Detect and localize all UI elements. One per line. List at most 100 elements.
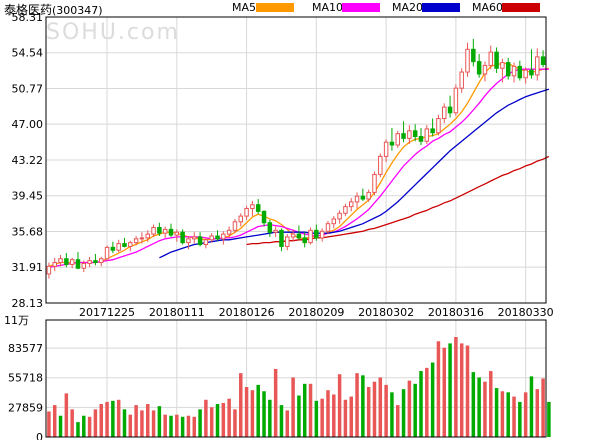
volume-tick-label: 27859 — [8, 401, 43, 414]
candle-body — [104, 246, 110, 260]
candle-body — [69, 259, 75, 265]
volume-bar — [320, 398, 324, 437]
candle-body — [529, 69, 534, 76]
candle-body — [348, 201, 354, 208]
volume-bar — [489, 371, 493, 437]
candle-body — [46, 265, 52, 275]
candle-body — [360, 195, 366, 200]
candle-body — [471, 48, 476, 63]
candle-body — [151, 226, 156, 235]
candle-body — [337, 212, 342, 220]
volume-bar — [407, 380, 412, 437]
price-grid — [46, 16, 546, 304]
candle-body — [64, 258, 69, 265]
volume-bar — [535, 389, 540, 437]
candle-body — [75, 259, 81, 269]
candle-body — [128, 242, 133, 247]
volume-bar — [523, 392, 528, 437]
candle-body — [250, 204, 255, 210]
legend-swatch — [342, 3, 380, 12]
volume-bar — [372, 381, 377, 437]
volume-bar — [105, 401, 109, 437]
date-tick-label: 20180111 — [149, 306, 205, 319]
volume-bar — [291, 377, 295, 437]
candle-body — [505, 62, 511, 77]
volume-bar — [390, 392, 394, 437]
candle-body — [436, 117, 441, 134]
volume-bar — [146, 404, 150, 437]
volume-bar — [70, 409, 74, 437]
candle-body — [459, 71, 464, 89]
volume-bar — [256, 384, 260, 437]
volume-bar — [361, 375, 365, 437]
candle-body — [98, 258, 104, 264]
volume-bar — [250, 390, 255, 437]
date-tick-label: 20180302 — [358, 306, 414, 319]
volume-bar — [268, 399, 272, 437]
volume-bar — [134, 405, 138, 437]
candle-body — [285, 236, 290, 247]
candle-body — [453, 87, 459, 114]
volume-bar — [221, 402, 226, 437]
date-tick-label: 20171225 — [79, 306, 135, 319]
volume-bar — [285, 410, 290, 437]
volume-bar — [169, 415, 173, 437]
candle-body — [500, 62, 505, 69]
candle-body — [87, 260, 92, 264]
candle-body — [116, 243, 121, 251]
volume-bar — [518, 401, 522, 437]
stock-title: 泰格医药(300347) — [4, 1, 103, 18]
volume-bar — [477, 377, 481, 437]
candle-body — [192, 236, 197, 240]
candle-body — [81, 262, 87, 269]
candle-body — [209, 235, 214, 241]
volume-bar — [459, 343, 464, 437]
volume-bar — [349, 396, 353, 437]
candle-body — [273, 229, 278, 233]
volume-bar — [244, 387, 249, 437]
volume-bar — [52, 405, 57, 437]
sohu-watermark: SOHU.com — [46, 20, 180, 45]
candle-body — [314, 229, 319, 239]
candle-body — [331, 218, 337, 225]
volume-grid — [46, 320, 546, 438]
price-panel-border — [45, 16, 547, 304]
volume-unit-label: 11万 — [4, 314, 29, 327]
date-axis-ticks: 20171225 20180111 20180126 20180209 20180302… — [79, 306, 554, 319]
price-tick-label: 50.77 — [12, 82, 44, 95]
candle-body — [186, 238, 191, 244]
volume-bar — [465, 345, 470, 437]
line-ma60 — [246, 155, 550, 246]
candle-body — [325, 223, 331, 232]
volume-bar — [128, 414, 133, 437]
candle-body — [488, 51, 494, 66]
volume-bar — [419, 371, 423, 437]
candle-body — [139, 237, 145, 240]
candle-body — [290, 233, 296, 238]
price-tick-label: 39.45 — [12, 190, 44, 203]
volume-bar — [384, 384, 388, 437]
volume-bar — [436, 341, 441, 437]
candle-body — [203, 239, 209, 246]
candle-body — [215, 235, 220, 240]
volume-bar — [140, 410, 144, 437]
volume-tick-label: 55718 — [8, 372, 43, 385]
volume-bar — [93, 409, 98, 437]
volume-bar — [163, 414, 167, 437]
volume-tick-label: 83577 — [8, 342, 43, 355]
candle-body — [343, 206, 348, 214]
candle-body — [395, 133, 400, 146]
candle-body — [407, 130, 412, 139]
volume-bar — [401, 389, 406, 437]
candle-body — [58, 258, 63, 264]
candle-body — [226, 229, 232, 235]
candle-body — [412, 130, 418, 137]
volume-bar — [529, 376, 534, 437]
volume-bar — [180, 416, 185, 437]
legend-swatch — [502, 3, 540, 12]
candle-body — [180, 231, 185, 244]
candle-body — [93, 260, 98, 264]
candle-body — [197, 236, 203, 246]
volume-bar — [233, 409, 237, 437]
volume-bar — [64, 393, 69, 437]
